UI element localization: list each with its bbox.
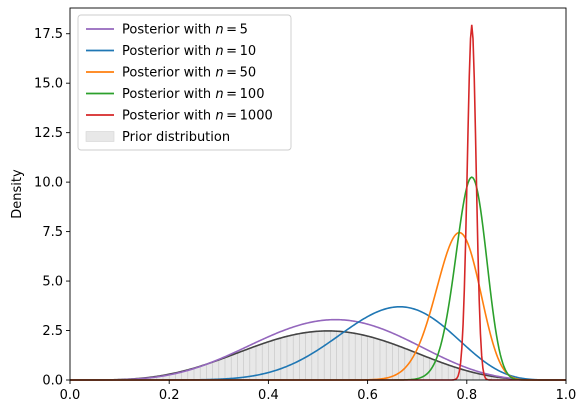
y-tick-label: 12.5 bbox=[34, 126, 63, 141]
x-axis-ticks: 0.0 0.2 0.4 0.6 0.8 1.0 bbox=[60, 380, 577, 403]
x-tick-label: 0.8 bbox=[456, 388, 477, 403]
x-tick-label: 0.6 bbox=[357, 388, 378, 403]
legend-label-3: Posterior with n = 50 bbox=[122, 66, 256, 81]
legend-label-prior: Prior distribution bbox=[122, 130, 230, 145]
legend-label-1: Posterior with n = 5 bbox=[122, 23, 248, 38]
x-tick-label: 1.0 bbox=[556, 388, 577, 403]
x-tick-label: 0.0 bbox=[60, 388, 81, 403]
legend-box bbox=[77, 14, 292, 151]
y-axis-label: Density bbox=[10, 169, 25, 219]
y-tick-label: 0.0 bbox=[42, 374, 63, 389]
y-axis-ticks: 0.0 2.5 5.0 7.5 10.0 12.5 15.0 17.5 bbox=[34, 27, 70, 389]
y-tick-label: 15.0 bbox=[34, 77, 63, 92]
y-tick-label: 10.0 bbox=[34, 176, 63, 191]
y-tick-label: 2.5 bbox=[42, 324, 63, 339]
x-tick-label: 0.4 bbox=[258, 388, 279, 403]
legend-label-4: Posterior with n = 100 bbox=[122, 87, 264, 102]
x-tick-label: 0.2 bbox=[159, 388, 180, 403]
legend-label-2: Posterior with n = 10 bbox=[122, 44, 256, 59]
legend: Posterior with n = 5 Posterior with n = 1… bbox=[77, 14, 292, 151]
y-tick-label: 17.5 bbox=[34, 27, 63, 42]
y-tick-label: 5.0 bbox=[42, 275, 63, 290]
y-tick-label: 7.5 bbox=[42, 225, 63, 240]
legend-label-5: Posterior with n = 1000 bbox=[122, 109, 273, 124]
legend-swatch-prior bbox=[85, 131, 115, 142]
plot-frame bbox=[69, 7, 567, 381]
